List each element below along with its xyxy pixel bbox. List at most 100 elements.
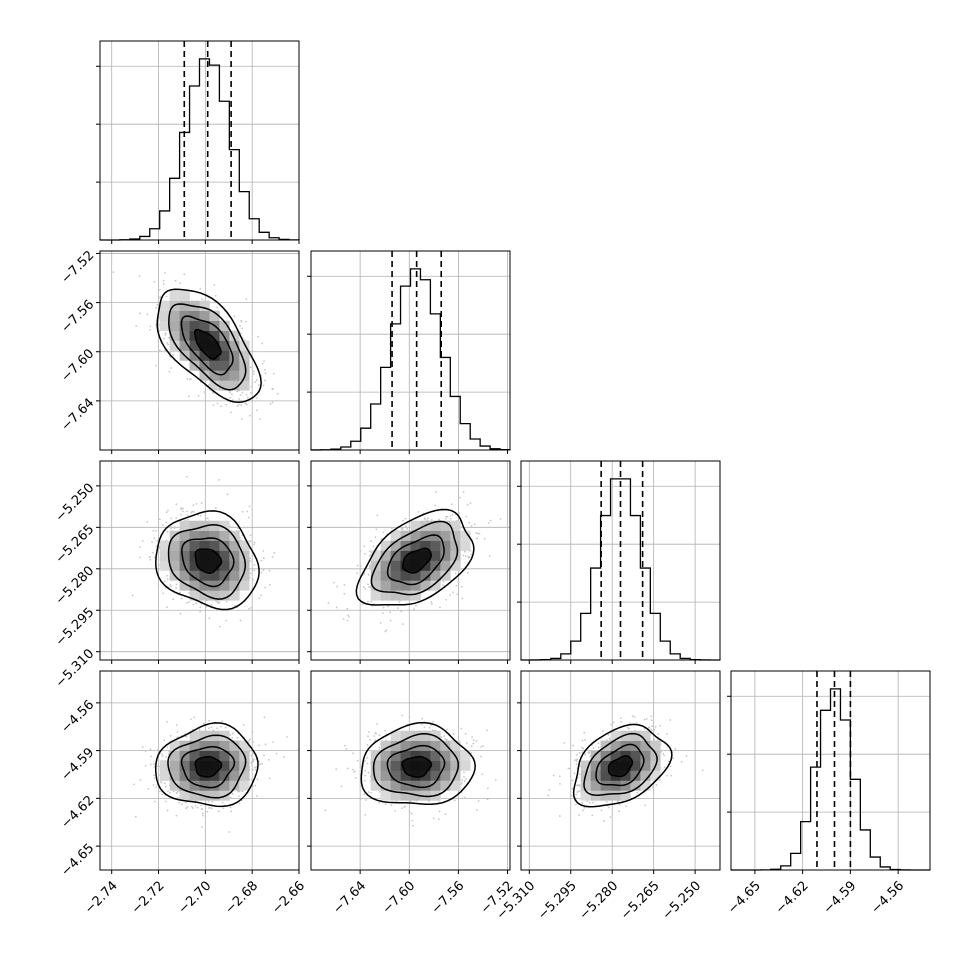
- scatter-point: [252, 785, 254, 788]
- scatter-point: [548, 789, 551, 791]
- scatter-point: [201, 298, 204, 301]
- histogram-steps: [520, 478, 721, 661]
- density-cell: [390, 570, 401, 581]
- scatter-point: [175, 583, 178, 586]
- scatter-point: [172, 354, 175, 356]
- density-cell: [209, 360, 220, 371]
- scatter-point: [454, 572, 457, 575]
- density-cell: [420, 570, 431, 581]
- density-cell: [600, 780, 611, 791]
- density-cell: [380, 540, 391, 551]
- scatter-point: [245, 403, 248, 406]
- density-cell: [219, 760, 230, 771]
- y-tick-label: −7.64: [59, 396, 98, 435]
- x-tick-label: −2.74: [82, 878, 121, 917]
- scatter-point: [262, 569, 265, 571]
- scatter-point: [620, 721, 622, 723]
- x-tick-label: −4.62: [773, 878, 812, 917]
- scatter-point: [208, 806, 211, 809]
- y-tick-label: −4.62: [59, 793, 98, 832]
- scatter-point: [445, 598, 448, 601]
- scatter-point: [378, 734, 381, 737]
- density-cell: [420, 580, 431, 591]
- scatter-point: [651, 725, 653, 728]
- scatter-point: [152, 551, 154, 554]
- density-cell: [159, 310, 170, 321]
- scatter-point: [245, 393, 248, 396]
- density-cell: [169, 770, 180, 781]
- scatter-point: [365, 799, 368, 801]
- density-cell: [390, 790, 401, 801]
- contour-1: [193, 328, 222, 360]
- scatter-point: [449, 517, 452, 520]
- scatter-point: [202, 722, 205, 725]
- scatter-point: [204, 517, 207, 520]
- scatter-point: [438, 518, 440, 521]
- density-cell: [169, 340, 180, 351]
- density-cell: [400, 740, 411, 751]
- scatter-point: [489, 519, 492, 522]
- density-cell: [420, 730, 431, 741]
- scatter-point: [470, 745, 473, 748]
- scatter-point: [390, 527, 393, 530]
- scatter-point: [404, 805, 407, 808]
- scatter-point: [408, 715, 411, 718]
- scatter-point: [468, 521, 471, 524]
- scatter-point: [466, 503, 469, 506]
- scatter-point: [236, 736, 239, 739]
- scatter-point: [239, 619, 242, 622]
- density-cell: [209, 330, 220, 341]
- scatter-point: [463, 771, 465, 774]
- scatter-point: [423, 726, 426, 729]
- density-cell: [640, 770, 651, 781]
- scatter-point: [464, 732, 467, 735]
- scatter-point: [576, 758, 579, 761]
- scatter-point: [652, 729, 654, 732]
- scatter-point: [164, 333, 167, 336]
- scatter-point: [370, 540, 372, 542]
- scatter-point: [384, 729, 387, 732]
- scatter-point: [465, 515, 468, 518]
- scatter-point: [241, 510, 244, 513]
- scatter-point: [195, 602, 198, 605]
- scatter-point: [578, 751, 581, 754]
- contour-3: [168, 303, 247, 391]
- scatter-point: [164, 332, 167, 334]
- scatter-point: [633, 716, 636, 718]
- scatter-point: [221, 801, 224, 804]
- scatter-point: [446, 515, 449, 518]
- density-cell: [199, 780, 210, 791]
- scatter-point: [233, 604, 236, 607]
- scatter-point: [248, 414, 251, 417]
- density-cell: [600, 790, 611, 801]
- scatter-point: [460, 782, 463, 784]
- density-cell: [440, 750, 451, 761]
- scatter-point: [376, 514, 379, 517]
- density-cell: [390, 580, 401, 591]
- density-cell: [219, 750, 230, 761]
- scatter-point: [170, 585, 173, 588]
- scatter-point: [408, 811, 411, 813]
- scatter-point: [162, 283, 165, 285]
- density-cell: [219, 350, 230, 361]
- scatter-point: [248, 738, 251, 741]
- scatter-point: [167, 509, 169, 512]
- scatter-point: [172, 598, 175, 601]
- density-cell: [209, 750, 220, 761]
- scatter-point: [146, 313, 149, 316]
- scatter-point: [364, 774, 367, 777]
- density-cell: [450, 540, 461, 551]
- scatter-point: [701, 769, 704, 772]
- scatter-point: [151, 541, 154, 543]
- scatter-point: [346, 767, 349, 770]
- density-cell: [169, 740, 180, 751]
- density-cell: [370, 770, 381, 781]
- scatter-point: [206, 810, 209, 813]
- scatter-point: [220, 405, 222, 408]
- scatter-panel-3-2: [517, 670, 721, 874]
- scatter-point: [583, 806, 586, 809]
- density-cell: [219, 560, 230, 571]
- x-tick-label: −5.265: [618, 878, 663, 923]
- scatter-point: [241, 327, 244, 330]
- scatter-point: [243, 339, 246, 341]
